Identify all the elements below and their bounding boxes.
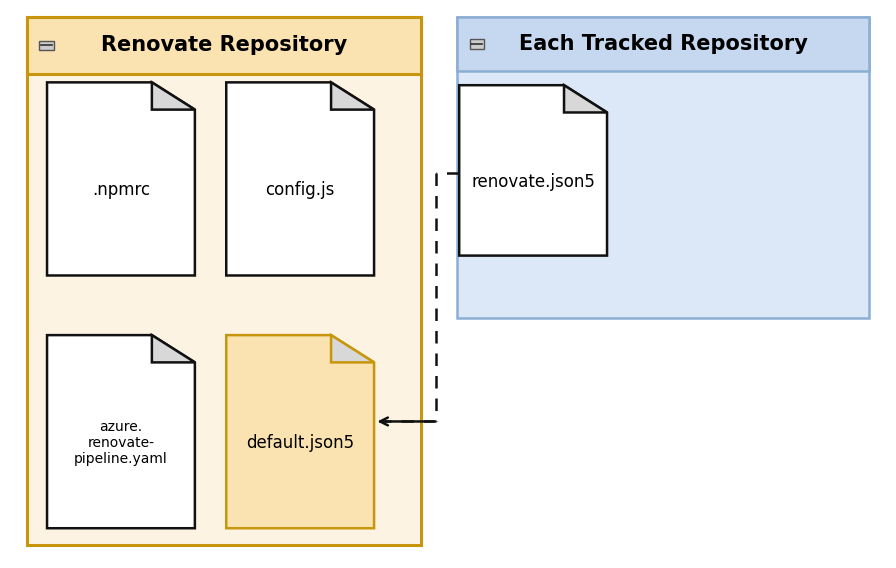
Polygon shape <box>47 335 195 528</box>
Polygon shape <box>152 335 195 362</box>
Polygon shape <box>564 85 607 112</box>
Text: renovate.json5: renovate.json5 <box>471 173 595 191</box>
Bar <box>457 17 869 318</box>
Polygon shape <box>152 82 195 110</box>
Polygon shape <box>226 82 375 275</box>
Bar <box>457 17 869 71</box>
Polygon shape <box>332 335 375 362</box>
Polygon shape <box>47 82 195 275</box>
Text: Each Tracked Repository: Each Tracked Repository <box>519 34 807 54</box>
Polygon shape <box>226 335 375 528</box>
Bar <box>39 41 54 50</box>
Bar <box>27 17 421 545</box>
Polygon shape <box>332 82 375 110</box>
Text: .npmrc: .npmrc <box>92 181 150 199</box>
Text: default.json5: default.json5 <box>246 434 354 452</box>
Text: azure.
renovate-
pipeline.yaml: azure. renovate- pipeline.yaml <box>74 420 168 466</box>
Text: config.js: config.js <box>265 181 335 199</box>
Bar <box>27 17 421 74</box>
Bar <box>470 40 484 49</box>
Text: Renovate Repository: Renovate Repository <box>101 35 347 56</box>
Polygon shape <box>460 85 607 256</box>
